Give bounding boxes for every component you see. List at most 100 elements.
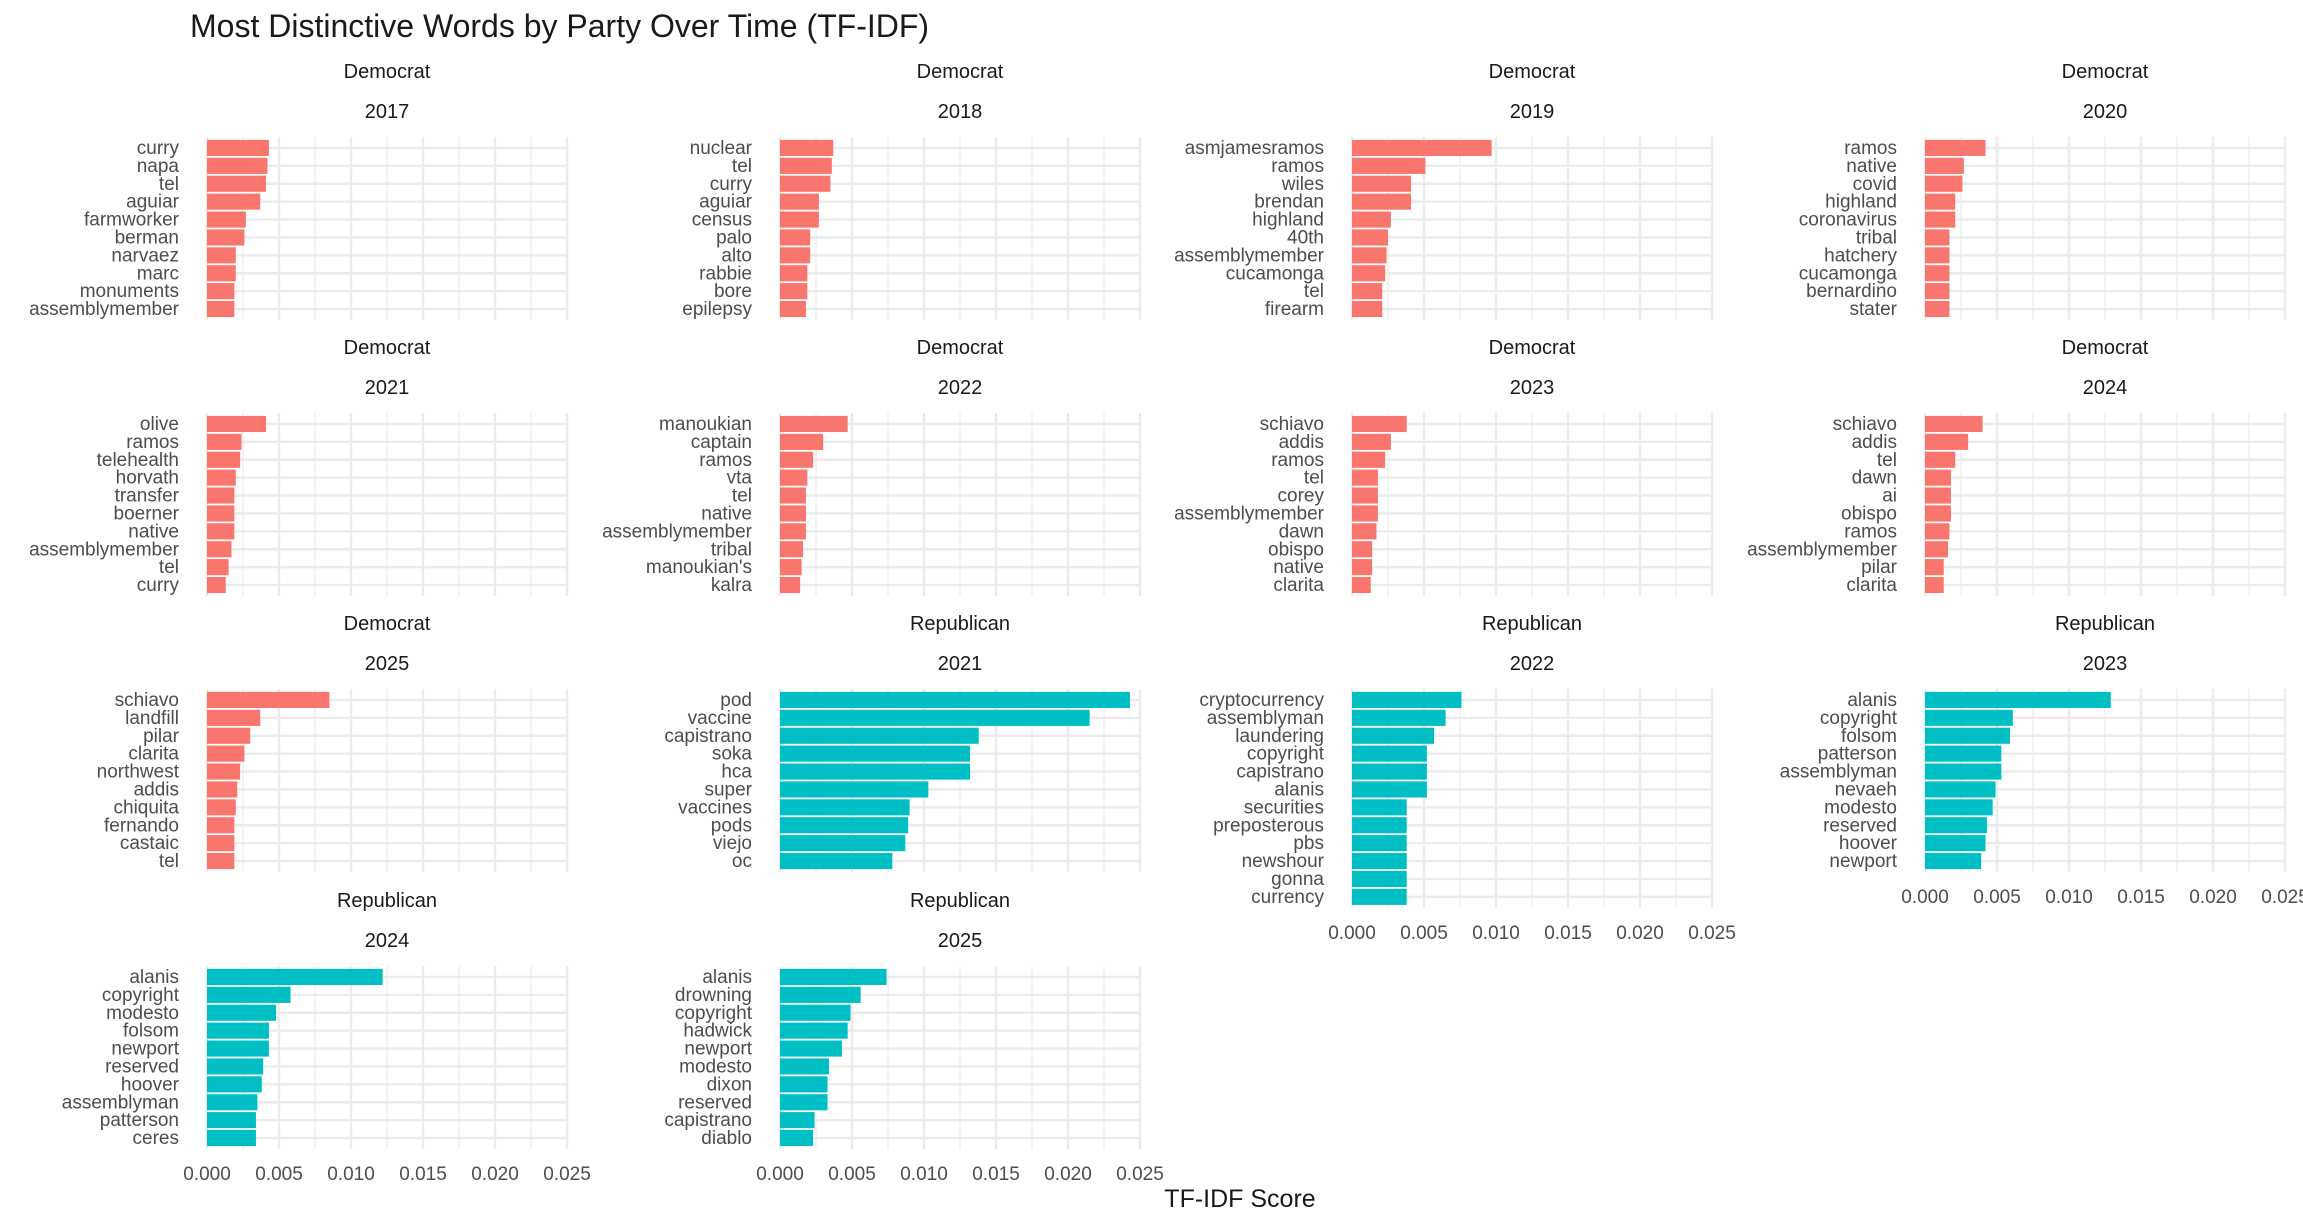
word-label: securities (1244, 797, 1324, 818)
bar (207, 852, 235, 870)
bar (1925, 300, 1950, 318)
x-tick-label: 0.005 (1973, 887, 2021, 908)
word-label: curry (137, 138, 180, 159)
word-label: pbs (1293, 833, 1324, 854)
facet-panel: Republican 2025 alanisdrowningcopyrighthad… (664, 890, 1163, 1185)
bar (780, 175, 831, 192)
word-label: assemblymember (602, 521, 753, 542)
panel-year-label: 2024 (2083, 377, 2128, 399)
word-label: newport (684, 1039, 752, 1060)
word-label: bernardino (1806, 281, 1897, 302)
word-label: addis (134, 779, 179, 800)
bar (207, 986, 291, 1003)
bar (207, 709, 261, 726)
x-tick-label: 0.020 (1044, 1164, 1092, 1185)
word-label: newshour (1242, 851, 1325, 872)
x-tick-label: 0.000 (183, 1164, 231, 1185)
panel-year-label: 2021 (938, 653, 983, 675)
panel-year-label: 2022 (938, 377, 983, 399)
panel-party-label: Democrat (344, 61, 431, 83)
bar (1925, 727, 2010, 744)
bar (1925, 265, 1950, 282)
bar (207, 745, 245, 762)
bar (1352, 523, 1377, 540)
bar (1352, 211, 1391, 228)
bar (1925, 505, 1951, 522)
bar (780, 986, 861, 1003)
word-label: currency (1251, 887, 1324, 908)
bar (1352, 835, 1407, 852)
word-label: wiles (1281, 174, 1324, 195)
bar (207, 139, 269, 157)
bar (1352, 247, 1387, 264)
word-label: ramos (1844, 138, 1897, 159)
bar (207, 487, 235, 504)
word-label: tel (1877, 450, 1897, 471)
word-label: cryptocurrency (1199, 690, 1324, 711)
word-label: assemblymember (29, 539, 180, 560)
bar (1352, 415, 1407, 433)
word-label: tribal (711, 539, 752, 560)
word-label: copyright (1247, 744, 1325, 765)
word-label: super (704, 779, 752, 800)
panel-year-label: 2019 (1510, 101, 1555, 123)
bar (207, 433, 242, 450)
word-label: clarita (1846, 575, 1897, 596)
word-label: manoukian's (646, 557, 752, 578)
panel-year-label: 2017 (365, 101, 410, 123)
bar (207, 781, 238, 798)
word-label: newport (1829, 851, 1897, 872)
word-label: pod (720, 690, 752, 711)
bar (780, 523, 806, 540)
bar (780, 229, 811, 246)
word-label: capistrano (1236, 762, 1324, 783)
bar (780, 781, 929, 798)
bar (1352, 541, 1373, 558)
bar (1925, 541, 1949, 558)
word-label: 40th (1287, 227, 1324, 248)
bar (207, 505, 235, 522)
panel-party-label: Republican (2055, 613, 2155, 635)
word-label: castaic (120, 833, 179, 854)
panel-year-label: 2022 (1510, 653, 1555, 675)
word-label: vta (727, 468, 753, 489)
bar (207, 283, 235, 300)
bar (207, 1022, 269, 1039)
word-label: tel (732, 156, 752, 177)
word-label: oc (732, 851, 752, 872)
facet-panel: Democrat 2025 schiavolandfillpilarclaritan… (97, 613, 569, 872)
x-tick-label: 0.015 (2117, 887, 2165, 908)
bar (1925, 576, 1944, 594)
facet-panel: Republican 2023 alaniscopyrightfolsompatte… (1780, 613, 2303, 908)
word-label: reserved (1823, 815, 1897, 836)
word-label: ramos (1844, 521, 1897, 542)
word-label: dixon (707, 1074, 752, 1095)
bar (1352, 283, 1383, 300)
bar (1925, 691, 2111, 709)
x-tick-label: 0.010 (2045, 887, 2093, 908)
bar (780, 541, 804, 558)
word-label: capistrano (664, 726, 752, 747)
bar (207, 763, 241, 780)
bar (207, 835, 235, 852)
word-label: obispo (1268, 539, 1324, 560)
word-label: native (128, 521, 179, 542)
word-label: assemblyman (1780, 762, 1897, 783)
word-label: nuclear (690, 138, 753, 159)
bar (1352, 709, 1446, 726)
word-label: hadwick (683, 1021, 752, 1042)
bar (1352, 469, 1378, 486)
facet-panel: Republican 2021 podvaccinecapistranosokahc… (664, 613, 1142, 872)
bar (207, 175, 267, 192)
bar (1352, 870, 1407, 888)
bar (1352, 691, 1462, 709)
bar (780, 247, 811, 264)
panel-year-label: 2024 (365, 930, 410, 952)
bar (1352, 157, 1426, 174)
word-label: copyright (102, 985, 180, 1006)
bar (780, 745, 971, 762)
panel-year-label: 2020 (2083, 101, 2128, 123)
word-label: native (1273, 557, 1324, 578)
panel-party-label: Democrat (1489, 337, 1576, 359)
word-label: clarita (128, 744, 179, 765)
